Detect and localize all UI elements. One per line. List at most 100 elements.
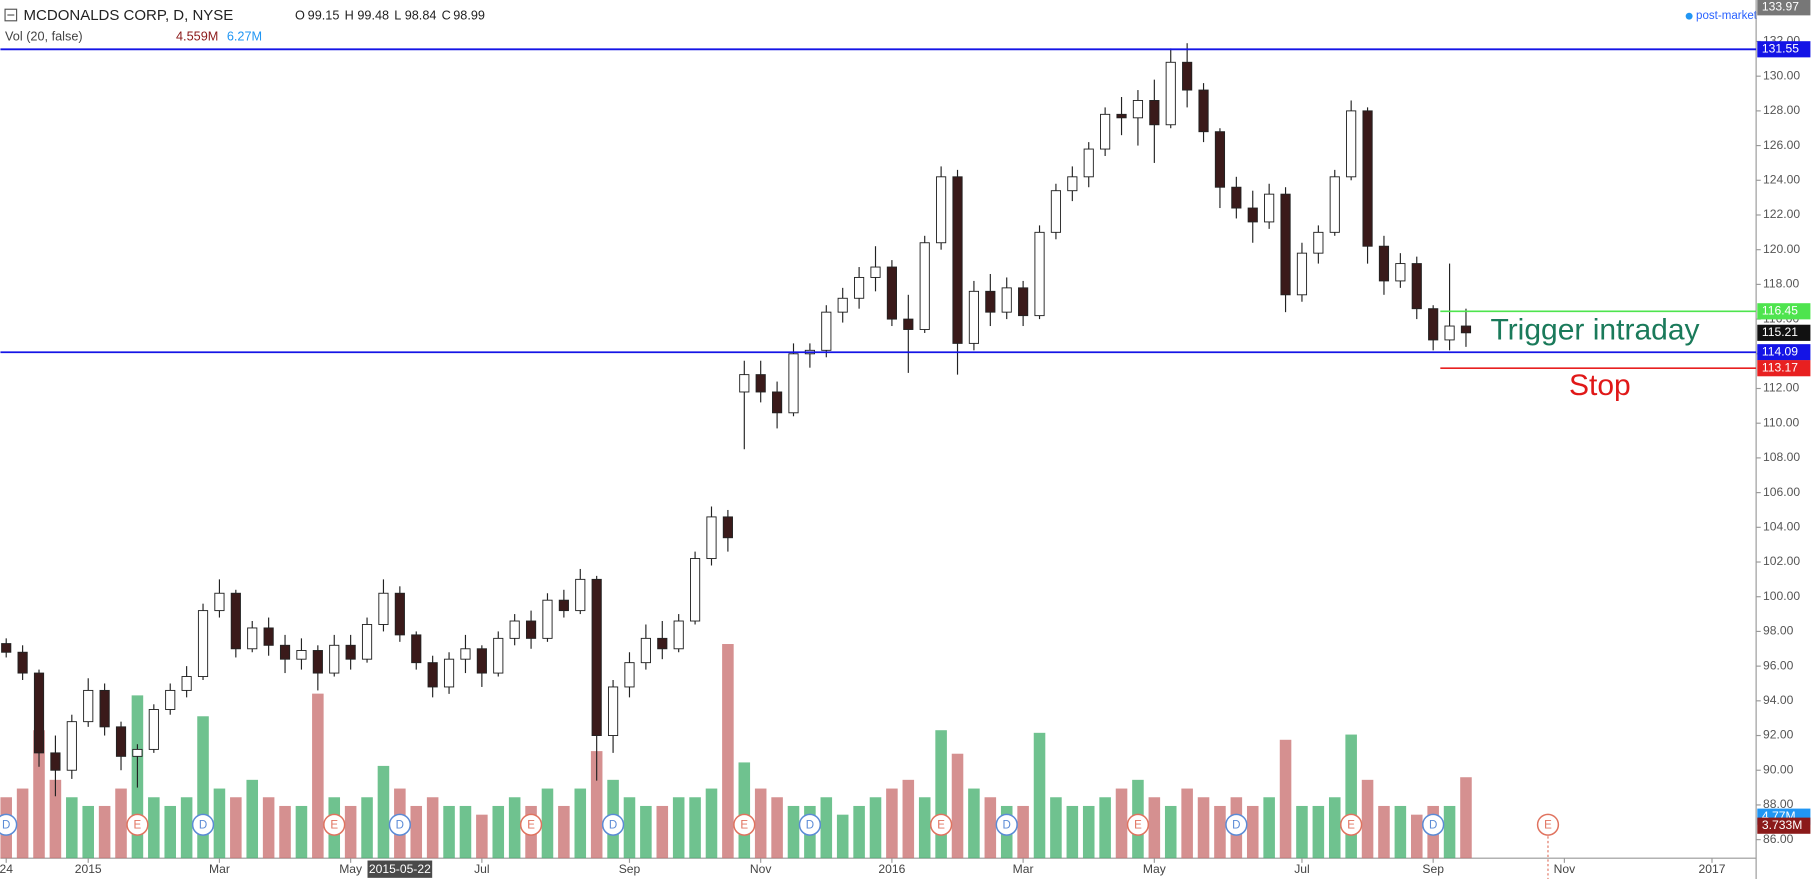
- y-tick-label: 112.00: [1763, 381, 1799, 395]
- candle-body: [181, 676, 192, 691]
- candle-body: [673, 620, 684, 650]
- y-tick-label: 120.00: [1763, 242, 1800, 256]
- x-tick-label: Sep: [1422, 862, 1444, 876]
- candle-body: [1149, 100, 1160, 126]
- y-tick-label: 108.00: [1763, 450, 1800, 464]
- session-label: post-market: [1696, 10, 1758, 22]
- event-label: D: [199, 819, 207, 831]
- candle-body: [706, 516, 717, 560]
- volume-bar: [968, 788, 980, 859]
- candle-body: [148, 709, 159, 750]
- volume-bar: [951, 753, 964, 859]
- volume-bar: [98, 805, 111, 859]
- volume-bar: [312, 693, 324, 859]
- price-badge-label: 116.45: [1762, 303, 1798, 317]
- price-badge-label: 133.97: [1762, 0, 1799, 13]
- volume-ma-value: 6.27M: [227, 29, 262, 43]
- volume-bar: [1279, 739, 1292, 859]
- volume-bar: [246, 779, 259, 859]
- candle-body: [460, 648, 471, 660]
- candle-body: [50, 752, 61, 771]
- volume-bar: [1394, 805, 1407, 859]
- candle-body: [919, 242, 930, 330]
- volume-bar: [1361, 779, 1374, 859]
- event-marker: [601, 813, 625, 836]
- event-marker: [1225, 813, 1248, 836]
- volume-bar: [1181, 788, 1193, 859]
- event-label: D: [1232, 819, 1240, 831]
- event-marker: [126, 813, 149, 836]
- ohlc-key: L: [394, 9, 401, 23]
- candle-body: [493, 637, 504, 674]
- volume-bar: [902, 779, 915, 859]
- volume-bar: [1328, 797, 1341, 859]
- volume-bar: [574, 788, 587, 859]
- y-tick-label: 86.00: [1763, 832, 1794, 846]
- collapse-icon[interactable]: [4, 8, 18, 22]
- crosshair-label: 2015-05-22: [369, 862, 431, 876]
- candle-body: [1378, 245, 1390, 282]
- volume-bar: [705, 788, 718, 859]
- volume-bar: [33, 730, 45, 859]
- candle-body: [854, 276, 865, 299]
- candle-body: [1428, 308, 1439, 341]
- candle-body: [214, 592, 225, 612]
- candle-body: [755, 374, 766, 393]
- price-badge-label: 131.55: [1762, 41, 1799, 55]
- x-tick-label: Nov: [1554, 862, 1576, 876]
- candle-body: [1100, 113, 1111, 150]
- volume-bar: [820, 797, 833, 859]
- candle-body: [361, 624, 373, 660]
- candle-body: [1444, 325, 1455, 341]
- volume-bar: [459, 805, 472, 859]
- candle-body: [1116, 113, 1127, 119]
- x-tick-label: 2016: [878, 862, 905, 876]
- volume-bar: [754, 788, 767, 859]
- y-tick-label: 90.00: [1763, 762, 1794, 776]
- volume-bar: [279, 805, 291, 859]
- ohlc-key: O: [295, 9, 305, 23]
- volume-bar: [230, 797, 242, 859]
- price-badge-label: 114.09: [1762, 344, 1798, 358]
- volume-bar: [1378, 805, 1390, 859]
- candle-body: [837, 297, 848, 313]
- candle-body: [690, 558, 701, 622]
- y-tick-label: 130.00: [1763, 68, 1800, 82]
- y-tick-label: 126.00: [1763, 138, 1800, 152]
- candle-body: [870, 266, 881, 278]
- candle-body: [1001, 287, 1012, 313]
- event-marker: [1536, 813, 1560, 836]
- x-tick-label: Mar: [209, 862, 230, 876]
- volume-bar: [377, 765, 390, 859]
- candle-body: [607, 686, 619, 736]
- candle-body: [1460, 325, 1472, 334]
- candle-body: [197, 610, 209, 677]
- candle-body: [1, 643, 12, 653]
- candle-body: [558, 599, 569, 612]
- volume-bar: [82, 805, 94, 859]
- volume-bar: [1443, 805, 1456, 859]
- candle-body: [394, 592, 405, 636]
- volume-bar: [1214, 805, 1226, 859]
- volume-bar: [164, 805, 177, 859]
- y-tick-label: 88.00: [1763, 797, 1794, 811]
- volume-bar: [1115, 788, 1128, 859]
- candle-body: [312, 650, 323, 674]
- event-label: E: [330, 819, 338, 831]
- event-marker: [1126, 813, 1150, 836]
- candle-body: [115, 726, 127, 757]
- volume-bar: [1033, 732, 1046, 859]
- candle-body: [1313, 231, 1324, 254]
- event-label: D: [396, 819, 404, 831]
- candle-body: [66, 721, 77, 771]
- candle-body: [575, 578, 586, 612]
- volume-bar: [262, 797, 275, 859]
- event-label: E: [937, 819, 945, 831]
- volume-bar: [672, 797, 685, 859]
- volume-bar: [869, 797, 882, 859]
- volume-bar: [541, 788, 554, 859]
- candle-body: [1050, 190, 1062, 233]
- candle-body: [33, 672, 45, 754]
- session-dot: [1685, 12, 1693, 20]
- volume-bar: [476, 814, 488, 859]
